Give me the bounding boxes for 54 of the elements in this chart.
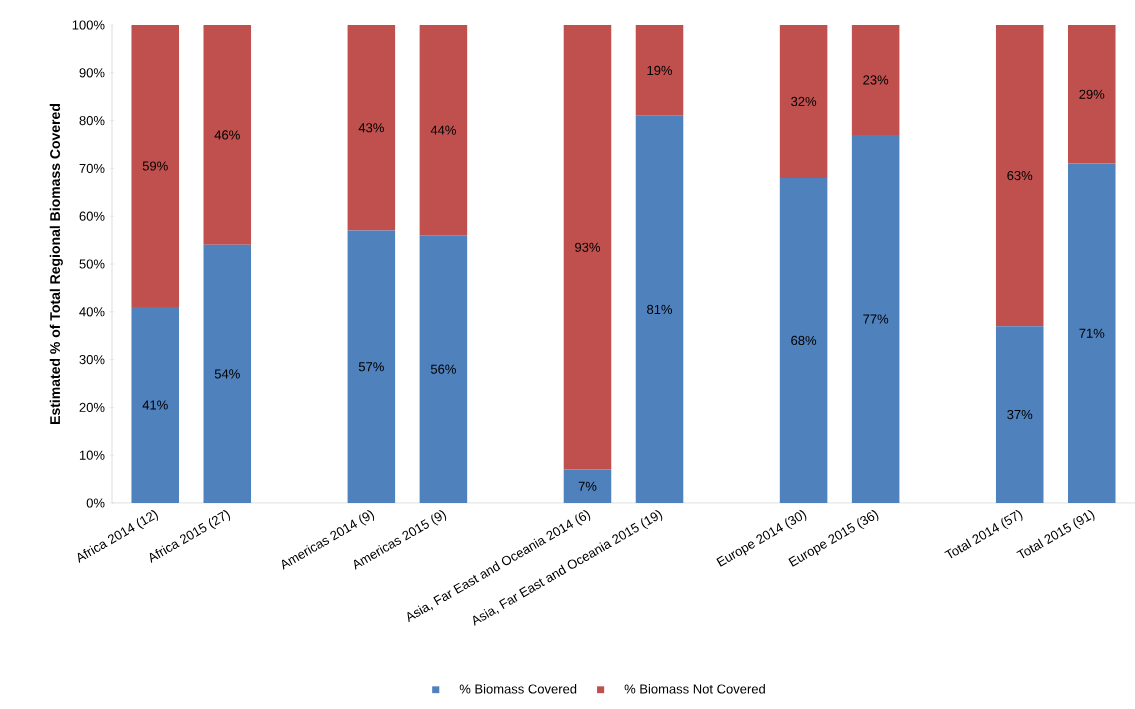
- y-tick-label: 10%: [79, 450, 105, 460]
- y-tick-label: 40%: [79, 307, 105, 317]
- data-label: 71%: [1079, 328, 1105, 338]
- y-tick-label: 80%: [79, 115, 105, 126]
- bar: [203, 25, 252, 245]
- data-label: 19%: [647, 65, 673, 75]
- legend-label: % Biomass Covered: [459, 684, 577, 694]
- bar: [563, 25, 612, 470]
- data-label: 77%: [863, 314, 889, 324]
- data-label: 37%: [1007, 409, 1033, 420]
- y-tick-label: 90%: [79, 68, 105, 78]
- data-label: 68%: [791, 335, 817, 346]
- bar: [995, 326, 1044, 503]
- bar: [995, 25, 1044, 327]
- bar: [563, 469, 612, 503]
- bar: [419, 25, 468, 236]
- data-label: 44%: [430, 125, 456, 135]
- y-tick-label: 0%: [86, 498, 105, 508]
- data-label: 29%: [1079, 89, 1105, 99]
- bar: [779, 177, 828, 503]
- y-tick-label: 100%: [72, 20, 105, 30]
- data-label: 93%: [575, 242, 601, 252]
- y-tick-label: 50%: [79, 259, 105, 269]
- bar: [347, 230, 396, 503]
- y-tick-label: 70%: [79, 163, 105, 173]
- data-label: 63%: [1007, 170, 1033, 181]
- data-label: 81%: [647, 304, 673, 314]
- y-tick-label: 30%: [79, 354, 105, 365]
- y-tick-label: 60%: [79, 211, 105, 221]
- bar: [635, 115, 684, 503]
- data-label: 41%: [142, 400, 168, 410]
- y-tick-label: 20%: [79, 402, 105, 412]
- data-label: 32%: [791, 96, 817, 107]
- bar: [203, 244, 252, 503]
- bar: [635, 25, 684, 116]
- data-label: 54%: [214, 369, 240, 379]
- y-axis-title: Estimated % of Total Regional Biomass Covered: [49, 104, 63, 424]
- data-label: 46%: [214, 130, 240, 140]
- data-label: 59%: [142, 161, 168, 171]
- bar: [1067, 163, 1116, 503]
- bar: [779, 25, 828, 178]
- data-label: 23%: [863, 75, 889, 85]
- legend-label: % Biomass Not Covered: [624, 684, 765, 694]
- bar: [131, 307, 179, 503]
- bar: [419, 235, 468, 503]
- bar: [851, 25, 900, 135]
- bar: [347, 25, 396, 231]
- data-label: 43%: [358, 123, 384, 133]
- data-label: 7%: [578, 481, 597, 491]
- bar: [851, 134, 900, 503]
- bar: [1067, 25, 1116, 164]
- bar: [131, 25, 179, 308]
- data-label: 57%: [358, 362, 384, 372]
- data-label: 56%: [430, 364, 456, 374]
